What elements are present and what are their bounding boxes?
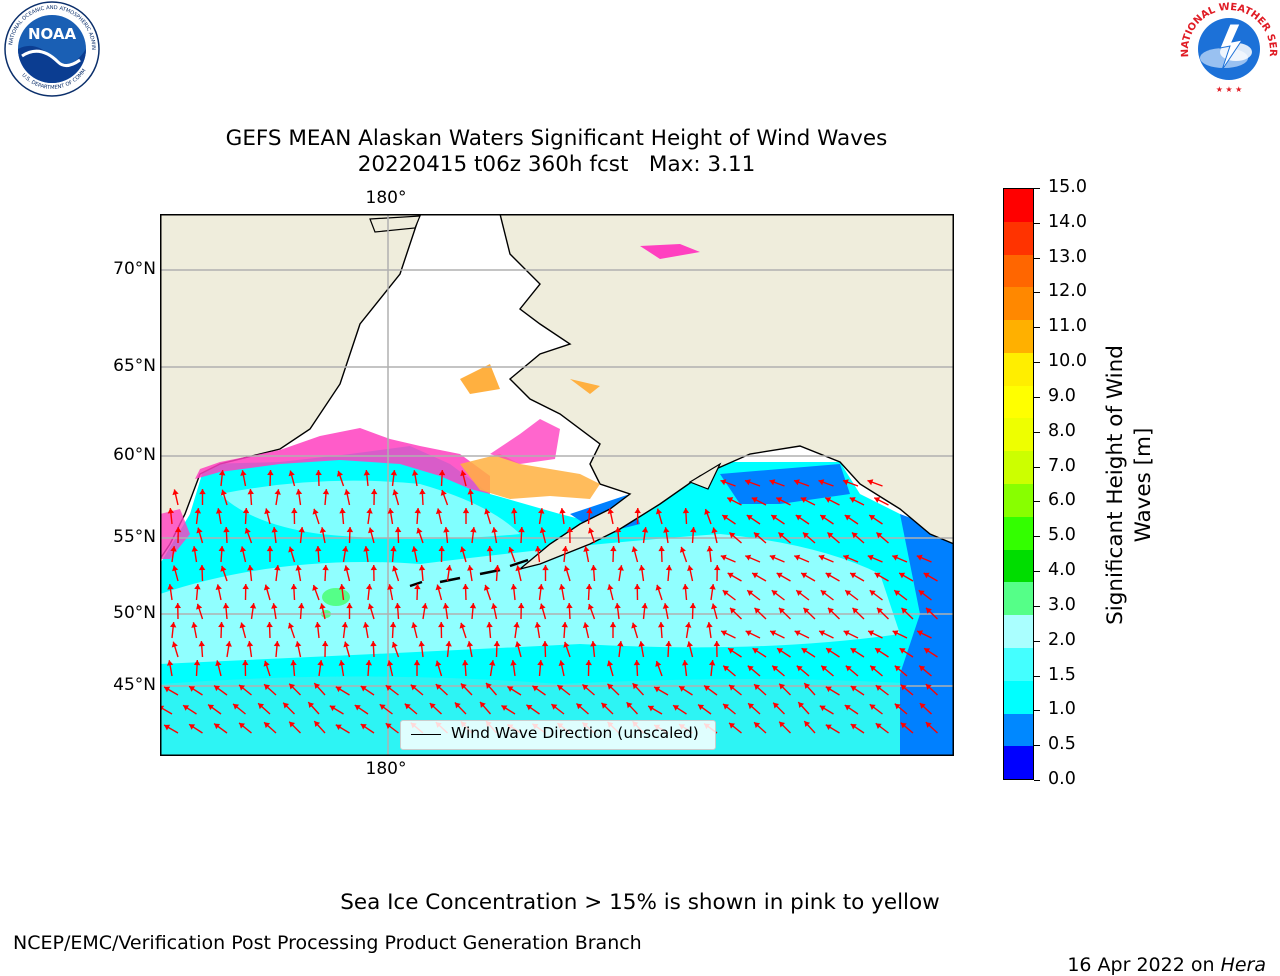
colorbar-tick-label: 6.0 bbox=[1048, 490, 1076, 510]
nws-logo: NATIONAL WEATHER SERVICE ★ ★ ★ bbox=[1178, 0, 1280, 100]
run-host: Hera bbox=[1221, 954, 1266, 976]
colorbar-tick-mark bbox=[1034, 258, 1040, 259]
colorbar-tick-mark bbox=[1034, 536, 1040, 537]
colorbar-segment bbox=[1004, 386, 1033, 419]
colorbar-segment bbox=[1004, 287, 1033, 320]
colorbar-tick-label: 11.0 bbox=[1048, 316, 1087, 336]
colorbar-segment bbox=[1004, 746, 1033, 779]
colorbar-segment bbox=[1004, 353, 1033, 386]
colorbar-segment bbox=[1004, 714, 1033, 747]
colorbar-segment bbox=[1004, 615, 1033, 648]
colorbar-tick-mark bbox=[1034, 362, 1040, 363]
lat-label-55: 55°N bbox=[76, 527, 156, 547]
colorbar-tick-mark bbox=[1034, 501, 1040, 502]
colorbar-segment bbox=[1004, 484, 1033, 517]
sea-ice-note: Sea Ice Concentration > 15% is shown in … bbox=[0, 890, 1280, 915]
colorbar-tick-label: 8.0 bbox=[1048, 421, 1076, 441]
colorbar-tick-label: 1.0 bbox=[1048, 699, 1076, 719]
colorbar-tick-label: 12.0 bbox=[1048, 281, 1087, 301]
colorbar-tick-mark bbox=[1034, 676, 1040, 677]
colorbar-tick-mark bbox=[1034, 327, 1040, 328]
colorbar-tick-label: 0.5 bbox=[1048, 734, 1076, 754]
colorbar-tick-mark bbox=[1034, 780, 1040, 781]
colorbar-tick-label: 5.0 bbox=[1048, 525, 1076, 545]
colorbar-tick-mark bbox=[1034, 223, 1040, 224]
colorbar-tick-label: 4.0 bbox=[1048, 560, 1076, 580]
title-line-1: GEFS MEAN Alaskan Waters Significant Hei… bbox=[0, 126, 1113, 152]
colorbar-tick-mark bbox=[1034, 432, 1040, 433]
colorbar-tick-label: 3.0 bbox=[1048, 595, 1076, 615]
map-legend: Wind Wave Direction (unscaled) bbox=[400, 720, 716, 750]
green-patch bbox=[322, 588, 350, 606]
colorbar-tick-label: 13.0 bbox=[1048, 247, 1087, 267]
colorbar-tick-mark bbox=[1034, 467, 1040, 468]
branch-credit: NCEP/EMC/Verification Post Processing Pr… bbox=[13, 932, 642, 954]
colorbar-tick-mark bbox=[1034, 606, 1040, 607]
colorbar-tick-label: 15.0 bbox=[1048, 177, 1087, 197]
lat-label-50: 50°N bbox=[76, 603, 156, 623]
lat-label-65: 65°N bbox=[76, 356, 156, 376]
colorbar-tick-label: 1.5 bbox=[1048, 665, 1076, 685]
lat-label-60: 60°N bbox=[76, 445, 156, 465]
colorbar-tick-label: 10.0 bbox=[1048, 351, 1087, 371]
lat-label-70: 70°N bbox=[76, 259, 156, 279]
lon-label-bottom: 180° bbox=[346, 759, 426, 779]
colorbar-tick-label: 2.0 bbox=[1048, 630, 1076, 650]
colorbar-tick-mark bbox=[1034, 188, 1040, 189]
colorbar-segment bbox=[1004, 517, 1033, 550]
colorbar-segment bbox=[1004, 681, 1033, 714]
colorbar-tick-label: 14.0 bbox=[1048, 212, 1087, 232]
colorbar-segment bbox=[1004, 451, 1033, 484]
colorbar-tick-mark bbox=[1034, 710, 1040, 711]
colorbar-segment bbox=[1004, 550, 1033, 583]
lat-label-45: 45°N bbox=[76, 675, 156, 695]
colorbar-tick-label: 0.0 bbox=[1048, 769, 1076, 789]
colorbar-segment bbox=[1004, 320, 1033, 353]
colorbar-tick-mark bbox=[1034, 745, 1040, 746]
colorbar-tick-label: 9.0 bbox=[1048, 386, 1076, 406]
colorbar-label-line-1: Significant Height of Wind bbox=[1102, 265, 1130, 705]
title-line-2: 20220415 t06z 360h fcst Max: 3.11 bbox=[0, 152, 1113, 178]
svg-text:★ ★ ★: ★ ★ ★ bbox=[1216, 85, 1243, 94]
colorbar-segment bbox=[1004, 189, 1033, 222]
legend-label: Wind Wave Direction (unscaled) bbox=[451, 724, 699, 742]
svg-text:NOAA: NOAA bbox=[28, 25, 77, 43]
map-panel: Wind Wave Direction (unscaled) bbox=[160, 214, 954, 756]
colorbar-label-line-2: Waves [m] bbox=[1130, 265, 1158, 705]
colorbar-tick-mark bbox=[1034, 292, 1040, 293]
colorbar-tick-mark bbox=[1034, 571, 1040, 572]
colorbar-segment bbox=[1004, 255, 1033, 288]
lon-label-top: 180° bbox=[346, 188, 426, 208]
colorbar bbox=[1003, 188, 1034, 780]
legend-line bbox=[411, 734, 441, 735]
colorbar-tick-label: 7.0 bbox=[1048, 456, 1076, 476]
wave-height-map bbox=[160, 214, 954, 756]
noaa-logo: NOAA NATIONAL OCEANIC AND ATMOSPHERIC AD… bbox=[0, 0, 104, 100]
colorbar-segments bbox=[1004, 189, 1033, 779]
colorbar-segment bbox=[1004, 582, 1033, 615]
colorbar-tick-mark bbox=[1034, 397, 1040, 398]
colorbar-segment bbox=[1004, 222, 1033, 255]
colorbar-segment bbox=[1004, 648, 1033, 681]
chart-title: GEFS MEAN Alaskan Waters Significant Hei… bbox=[0, 126, 1113, 178]
colorbar-segment bbox=[1004, 418, 1033, 451]
colorbar-tick-mark bbox=[1034, 641, 1040, 642]
run-date-text: 16 Apr 2022 on bbox=[1067, 954, 1220, 976]
run-date: 16 Apr 2022 on Hera bbox=[1055, 932, 1266, 976]
